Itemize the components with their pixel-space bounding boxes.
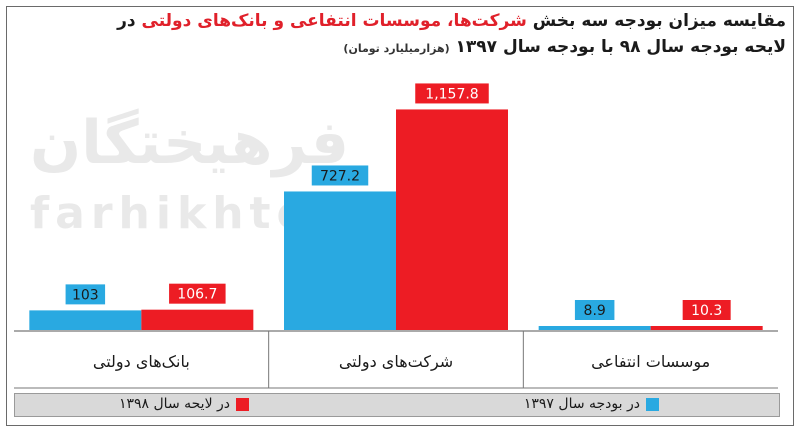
title-line-1: مقایسه میزان بودجه سه بخش شرکت‌ها، موسسا… [16, 8, 786, 34]
legend-label-1398: در لایحه سال ۱۳۹۸ [118, 396, 230, 412]
data-label: 10.3 [691, 303, 722, 319]
bar-1398 [396, 109, 508, 330]
data-label: 103 [72, 287, 99, 303]
title-part-2: در [117, 11, 142, 31]
legend: در بودجه سال ۱۳۹۷ در لایحه سال ۱۳۹۸ [14, 393, 780, 417]
data-label: 727.2 [320, 168, 360, 184]
bar-1397 [284, 191, 396, 330]
data-label-box [415, 83, 489, 104]
data-label: 1,157.8 [425, 86, 478, 102]
legend-swatch-1397 [646, 397, 659, 411]
legend-label-1397: در بودجه سال ۱۳۹۷ [523, 396, 640, 412]
title-unit: (هزارمیلیارد تومان) [343, 42, 450, 55]
category-label: بانک‌های دولتی [93, 352, 190, 372]
bar-1398 [141, 309, 254, 330]
chart-title: مقایسه میزان بودجه سه بخش شرکت‌ها، موسسا… [16, 8, 786, 62]
legend-item-1397: در بودجه سال ۱۳۹۷ [524, 396, 659, 414]
title-highlight: شرکت‌ها، موسسات انتفاعی و بانک‌های دولتی [141, 11, 527, 31]
bar-1398 [650, 326, 763, 330]
legend-swatch-1398 [236, 397, 249, 411]
data-label-box [311, 165, 369, 186]
category-label: موسسات انتفاعی [591, 352, 710, 372]
bar-1397 [538, 326, 651, 330]
data-label-box [574, 300, 615, 320]
legend-item-1398: در لایحه سال ۱۳۹۸ [119, 396, 249, 414]
category-label: شرکت‌های دولتی [339, 352, 453, 372]
title-line-2: لایحه بودجه سال ۹۸ با بودجه سال ۱۳۹۷ (هز… [16, 34, 786, 62]
data-label-box [169, 283, 226, 304]
data-label-box [682, 300, 731, 320]
title-part-1: مقایسه میزان بودجه سه بخش [526, 11, 786, 31]
bar-1397 [29, 310, 142, 330]
data-label-box [65, 284, 106, 305]
data-label: 8.9 [584, 303, 606, 319]
data-label: 106.7 [177, 287, 217, 303]
watermark-fa: فرهیختگان [30, 108, 350, 178]
title-line-2-text: لایحه بودجه سال ۹۸ با بودجه سال ۱۳۹۷ [455, 37, 786, 57]
